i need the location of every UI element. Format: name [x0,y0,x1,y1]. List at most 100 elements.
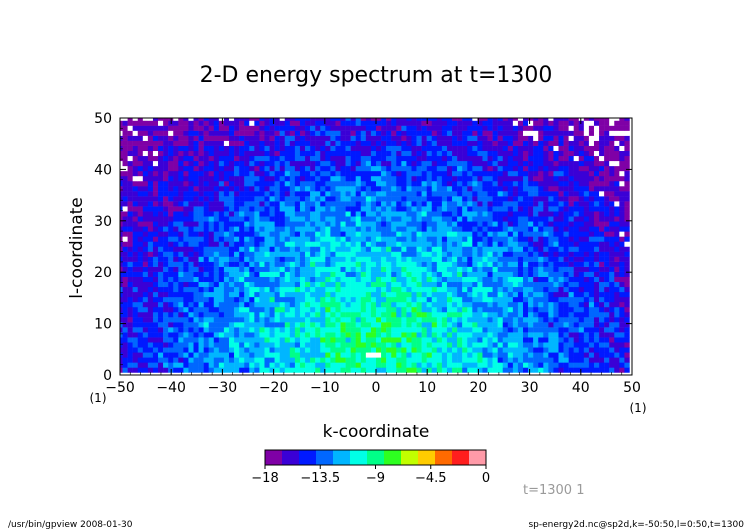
heatmap-cell [305,317,311,323]
heatmap-cell [137,186,144,192]
heatmap-cell [502,281,509,288]
heatmap-cell [396,286,402,293]
heatmap-cell [239,201,245,207]
heatmap-cell [604,322,610,328]
heatmap-cell [523,196,529,202]
heatmap-cell [543,342,549,348]
heatmap-cell [132,180,138,187]
heatmap-cell [558,180,564,187]
heatmap-cell [284,296,291,303]
heatmap-cell [553,186,559,192]
heatmap-cell [228,291,235,298]
heatmap-cell [477,246,483,252]
heatmap-cell [588,201,595,207]
heatmap-cell [234,191,240,197]
heatmap-cell [588,357,595,363]
heatmap-cell [492,201,498,207]
heatmap-cell [289,155,296,162]
heatmap-cell [538,140,544,146]
heatmap-cell [583,165,590,172]
heatmap-cell [386,236,392,242]
heatmap-cell [168,130,174,136]
heatmap-cell [132,246,138,252]
heatmap-cell [472,165,478,172]
heatmap-cell [122,120,128,126]
heatmap-cell [523,322,529,328]
heatmap-cell [578,226,585,232]
heatmap-cell [158,201,164,207]
heatmap-cell [299,211,306,217]
heatmap-cell [533,246,539,252]
heatmap-cell [289,352,296,358]
heatmap-cell [548,286,554,293]
heatmap-cell [249,165,255,172]
heatmap-cell [416,135,422,141]
heatmap-cell [507,211,514,217]
heatmap-cell [517,357,524,363]
heatmap-cell [583,236,590,242]
heatmap-cell [330,201,336,207]
heatmap-cell [467,286,473,293]
heatmap-cell [152,236,159,242]
heatmap-cell [137,357,144,363]
heatmap-cell [289,306,296,313]
heatmap-cell [335,175,341,182]
heatmap-cell [462,175,468,182]
heatmap-cell [381,312,387,318]
heatmap-cell [365,226,372,232]
heatmap-cell [254,266,260,272]
heatmap-cell [350,236,356,242]
heatmap-cell [142,140,149,146]
heatmap-cell [305,226,311,232]
heatmap-cell [234,150,240,157]
heatmap-cell [421,312,427,318]
heatmap-cell [244,130,250,136]
heatmap-cell [426,180,433,187]
heatmap-cell [599,347,605,353]
heatmap-cell [198,327,204,333]
heatmap-cell [120,317,123,323]
heatmap-cell [396,231,402,237]
heatmap-cell [599,175,605,182]
heatmap-cell [269,120,275,126]
heatmap-cell [158,206,164,212]
heatmap-cell [244,312,250,318]
heatmap-cell [330,150,336,157]
heatmap-cell [345,312,351,318]
heatmap-cell [538,241,544,247]
heatmap-cell [401,125,407,131]
heatmap-cell [609,312,615,318]
heatmap-cell [421,216,427,222]
heatmap-cell [279,342,286,348]
heatmap-cell [624,216,630,222]
heatmap-cell [188,226,194,232]
heatmap-cell [360,296,367,303]
heatmap-cell [320,332,326,338]
heatmap-cell [573,362,580,368]
heatmap-cell [391,155,397,162]
heatmap-cell [142,160,149,167]
heatmap-cell [234,125,240,131]
heatmap-cell [228,301,235,308]
heatmap-cell [614,367,620,373]
heatmap-cell [360,150,367,157]
heatmap-cell [142,296,149,303]
heatmap-cell [563,211,569,217]
heatmap-cell [421,362,427,368]
heatmap-cell [198,301,204,308]
heatmap-cell [446,201,453,207]
heatmap-cell [543,125,549,131]
heatmap-cell [183,175,189,182]
heatmap-cell [365,160,372,167]
heatmap-cell [452,160,458,167]
heatmap-cell [355,251,362,257]
heatmap-cell [264,246,270,252]
heatmap-cell [259,125,265,131]
heatmap-cell [376,296,382,303]
heatmap-cell [152,291,159,298]
heatmap-cell [538,296,544,303]
heatmap-cell [467,327,473,333]
heatmap-cell [208,337,215,343]
heatmap-cell [325,286,331,293]
